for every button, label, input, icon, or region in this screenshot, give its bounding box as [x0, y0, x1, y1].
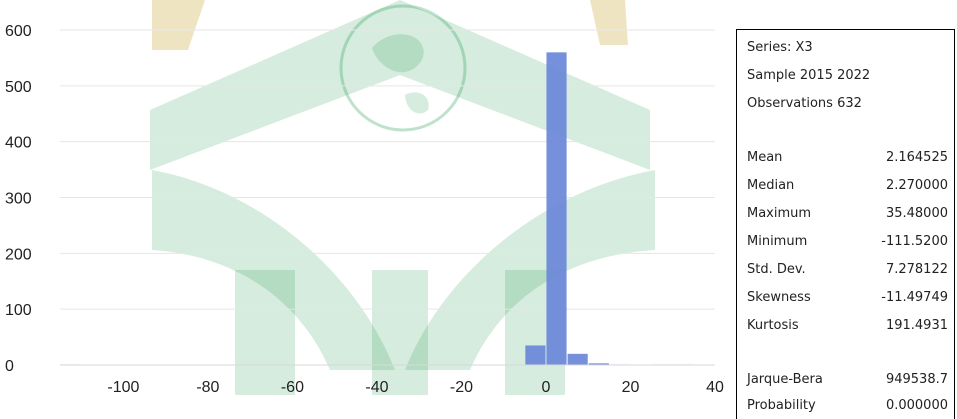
watermark-left-arch — [152, 170, 395, 370]
stats-row-minimum: Minimum -111.5200 — [747, 234, 948, 252]
stats-row-label: Maximum — [747, 206, 812, 221]
y-axis-ticks: 0 100 200 300 400 500 600 — [5, 23, 32, 375]
stats-row-label: Median — [747, 178, 795, 193]
stats-row-label: Kurtosis — [747, 318, 799, 333]
x-tick-label: 0 — [542, 379, 551, 396]
stats-row-skewness: Skewness -11.49749 — [747, 290, 948, 308]
y-tick-label: 100 — [5, 302, 32, 319]
y-tick-label: 0 — [5, 358, 14, 375]
stats-row-median: Median 2.270000 — [747, 178, 948, 196]
stats-row-kurtosis: Kurtosis 191.4931 — [747, 318, 948, 336]
stats-row-label: Jarque-Bera — [747, 372, 823, 387]
stats-row-label: Skewness — [747, 290, 811, 305]
watermark-center-pillar — [372, 270, 428, 395]
gridlines — [60, 29, 715, 310]
watermark-globe — [339, 4, 467, 132]
y-tick-label: 600 — [5, 23, 32, 40]
y-tick-label: 300 — [5, 191, 32, 208]
x-tick-label: -60 — [281, 379, 304, 396]
stats-row-value: 0.000000 — [885, 398, 948, 413]
stats-row-label: Std. Dev. — [747, 262, 806, 277]
stats-row-label: Minimum — [747, 234, 808, 249]
x-axis-ticks: -100 -80 -60 -40 -20 0 20 40 — [107, 379, 724, 396]
histogram-bar — [588, 363, 609, 365]
descriptive-statistics-panel: Series: X3 Sample 2015 2022 Observations… — [736, 29, 955, 419]
y-tick-label: 400 — [5, 135, 32, 152]
y-tick-label: 200 — [5, 246, 32, 263]
histogram-chart: 0 100 200 300 400 500 600 -100 -80 -60 -40 -20 0 20 4… — [5, 23, 724, 396]
x-tick-label: -80 — [196, 379, 219, 396]
stats-row-label: Mean — [747, 150, 783, 165]
histogram-bars — [60, 52, 694, 365]
watermark-left-gold-shape — [152, 0, 205, 50]
stats-row-mean: Mean 2.164525 — [747, 150, 948, 168]
stats-row-value: -111.5200 — [881, 234, 948, 249]
watermark-right-arch — [405, 170, 655, 370]
x-tick-label: 20 — [622, 379, 640, 396]
stats-sample-label: Sample 2015 2022 — [747, 68, 871, 83]
y-tick-label: 500 — [5, 79, 32, 96]
stats-row-maximum: Maximum 35.48000 — [747, 206, 948, 224]
stats-row-value: 35.48000 — [885, 206, 948, 221]
stats-row-value: 191.4931 — [885, 318, 948, 333]
x-tick-label: 40 — [706, 379, 724, 396]
stats-row-value: 7.278122 — [885, 262, 948, 277]
x-tick-label: -20 — [450, 379, 473, 396]
watermark-globe-land-2 — [405, 92, 429, 114]
stats-row-value: -11.49749 — [881, 290, 948, 305]
stats-row-label: Probability — [747, 398, 816, 413]
stats-series-label: Series: X3 — [747, 40, 813, 55]
stats-row-jarque-bera: Jarque-Bera 949538.7 — [747, 372, 948, 390]
stats-observations-label: Observations 632 — [747, 96, 862, 111]
x-tick-label: -100 — [107, 379, 139, 396]
histogram-bar — [567, 353, 588, 365]
watermark-left-pillar — [235, 270, 295, 395]
stats-row-value: 2.164525 — [885, 150, 948, 165]
stats-row-probability: Probability 0.000000 — [747, 398, 948, 416]
stats-row-value: 2.270000 — [885, 178, 948, 193]
stats-row-value: 949538.7 — [885, 372, 948, 387]
histogram-bar — [525, 345, 546, 365]
stats-row-std-dev: Std. Dev. 7.278122 — [747, 262, 948, 280]
watermark-globe-land — [372, 34, 424, 73]
watermark-right-gold-shape — [590, 0, 628, 45]
x-tick-label: -40 — [365, 379, 388, 396]
histogram-bar — [546, 52, 567, 365]
